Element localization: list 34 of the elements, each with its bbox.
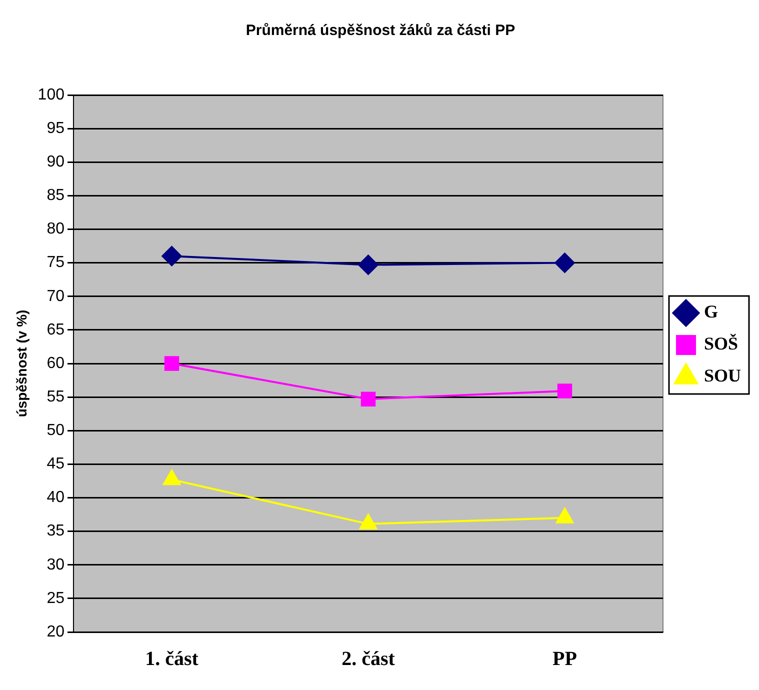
point [556, 508, 574, 524]
y-tick-label: 30 [46, 556, 65, 574]
point [164, 356, 180, 371]
x-tick-label: PP [552, 648, 577, 670]
point [557, 384, 572, 398]
y-tick-label: 45 [46, 456, 65, 473]
y-tick-label: 95 [46, 120, 65, 137]
y-tick-label: 70 [46, 288, 65, 305]
y-tick-label: 75 [46, 254, 65, 272]
y-tick-label: 85 [46, 187, 65, 204]
y-tick-label: 90 [46, 154, 65, 171]
legend-label: SOU [704, 366, 742, 386]
point [359, 514, 378, 530]
y-tick-label: 80 [46, 220, 65, 238]
x-tick-label: 2. část [342, 648, 396, 670]
y-tick-label: 35 [46, 522, 65, 540]
legend-label: G [704, 302, 718, 322]
point [162, 246, 182, 266]
y-tick-label: 40 [46, 489, 65, 506]
legend-label: SOŠ [704, 334, 738, 354]
chart-title: Průměrná úspěšnost žáků za části PP [246, 22, 516, 40]
y-tick-label: 20 [46, 623, 65, 640]
y-tick-label: 55 [46, 388, 65, 406]
point [358, 254, 378, 275]
y-tick-label: 50 [46, 422, 65, 440]
y-tick-label: 25 [46, 590, 65, 607]
y-axis-title: úspěšnost (v %) [13, 310, 30, 418]
y-tick-label: 60 [46, 354, 65, 372]
y-tick-label: 100 [38, 86, 65, 104]
point [554, 252, 575, 273]
point [360, 392, 376, 406]
point [162, 470, 181, 486]
y-tick-label: 65 [46, 321, 65, 338]
x-tick-label: 1. část [145, 648, 199, 670]
